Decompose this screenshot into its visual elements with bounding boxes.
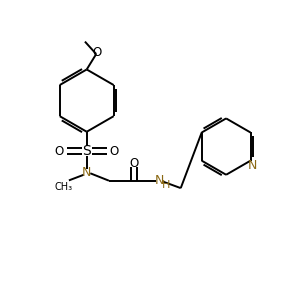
Text: O: O [92,47,102,59]
Text: N: N [82,166,91,179]
Text: CH₃: CH₃ [55,182,73,192]
Text: O: O [130,157,139,170]
Text: N: N [247,159,257,172]
Text: O: O [109,144,119,157]
Text: S: S [82,144,91,158]
Text: O: O [55,144,64,157]
Text: N: N [155,174,164,187]
Text: H: H [162,180,170,189]
